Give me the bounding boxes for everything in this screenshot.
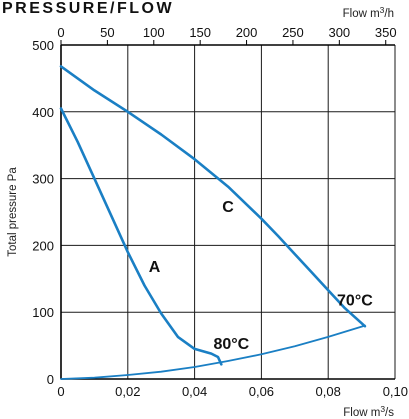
x-bottom-axis-label: Flow m3/s — [343, 404, 394, 419]
curve-c — [59, 65, 367, 328]
x-bottom-tick-label: 0,08 — [316, 384, 341, 399]
x-top-tick-label: 300 — [328, 25, 350, 40]
annotation-label: 70°C — [337, 293, 373, 310]
annotation-label: C — [222, 199, 234, 216]
x-top-tick-label: 350 — [375, 25, 397, 40]
x-top-tick-label: 200 — [236, 25, 258, 40]
y-tick-label: 200 — [32, 238, 54, 253]
x-top-tick-label: 0 — [57, 25, 64, 40]
curve-a — [59, 107, 223, 366]
x-top-tick-label: 100 — [143, 25, 165, 40]
y-tick-label: 100 — [32, 305, 54, 320]
x-bottom-tick-label: 0,06 — [249, 384, 274, 399]
curves — [59, 65, 367, 380]
y-axis-label: Total pressure Pa — [7, 167, 19, 257]
y-tick-label: 0 — [47, 372, 54, 387]
x-top-tick-label: 150 — [189, 25, 211, 40]
y-tick-label: 400 — [32, 105, 54, 120]
curve-system — [60, 324, 366, 380]
annotation-label: 80°C — [213, 336, 249, 353]
x-bottom-tick-label: 0,02 — [115, 384, 140, 399]
curve-annotations: C A 80°C 70°C — [149, 199, 374, 353]
y-tick-label: 500 — [32, 38, 54, 53]
x-top-tick-label: 250 — [282, 25, 304, 40]
x-bottom-tick-label: 0,10 — [383, 384, 408, 399]
x-top-tick-label: 50 — [100, 25, 114, 40]
chart-title: PRESSURE/FLOW — [2, 0, 174, 17]
y-tick-label: 300 — [32, 172, 54, 187]
annotation-label: A — [149, 259, 161, 276]
x-bottom-tick-label: 0 — [57, 384, 64, 399]
grid — [60, 40, 396, 380]
x-bottom-tick-label: 0,04 — [182, 384, 207, 399]
x-top-axis-label: Flow m3/h — [343, 5, 394, 20]
